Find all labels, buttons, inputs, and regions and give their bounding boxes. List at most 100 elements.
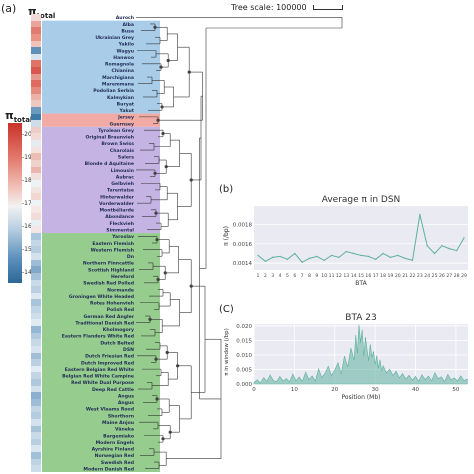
heatmap-cell: [31, 445, 41, 453]
taxon-label: Alba: [122, 22, 134, 28]
bootstrap-node-dot: [189, 284, 193, 288]
chart-b-point: [294, 252, 296, 255]
heatmap-cell: [31, 153, 41, 161]
taxon-label: Yaroslav: [111, 234, 134, 240]
heatmap-cell: [31, 186, 41, 194]
heatmap-cell: [31, 146, 41, 154]
heatmap-cell: [31, 398, 41, 406]
taxon-label: Modern Engels: [96, 440, 135, 446]
panel-a-label: (a): [1, 2, 17, 15]
taxon-label: Kalmykian: [107, 95, 134, 101]
chart-c-xtick-label: 10: [291, 387, 298, 393]
chart-b-point: [308, 257, 311, 260]
taxon-label: Swedish Red Polled: [83, 281, 134, 287]
taxon-label: Marchigiana: [102, 75, 134, 81]
taxon-label: Guernsey: [109, 121, 134, 127]
heatmap-column: [31, 13, 41, 473]
bootstrap-node-dot: [189, 178, 193, 182]
chart-b-xtick-label: 7: [301, 273, 304, 279]
legend-title-sub: total: [13, 116, 33, 125]
bootstrap-node-dot: [187, 70, 191, 74]
chart-b-xtick-label: 9: [315, 273, 318, 279]
heatmap-cell: [31, 332, 41, 340]
chart-b-xtick-label: 12: [336, 273, 342, 279]
legend-tick-label: -19: [22, 154, 32, 161]
taxon-label: Auroch: [116, 15, 134, 21]
taxon-label: Norwegian Red: [95, 453, 134, 459]
chart-b-xtick-label: 11: [329, 273, 335, 279]
tree-scale: Tree scale: 100000: [231, 3, 344, 12]
heatmap-cell: [31, 199, 41, 207]
heatmap-cell: [31, 418, 41, 426]
heatmap-cell: [31, 80, 41, 88]
heatmap-cell: [31, 106, 41, 114]
heatmap-cell: [31, 133, 41, 141]
taxon-label: Jersey: [117, 115, 134, 121]
heatmap-cell: [31, 359, 41, 367]
taxon-label: Kholmogory: [103, 327, 134, 333]
legend-colorbar: [8, 123, 22, 283]
chart-b-panel-label: (b): [219, 184, 233, 195]
taxon-label: Ukrainian Grey: [95, 35, 134, 41]
heatmap-cell: [31, 213, 41, 221]
tree-scale-label: Tree scale: 100000: [231, 3, 307, 12]
taxon-label: German Red Angler: [83, 314, 134, 320]
taxon-label: Romagnola: [105, 62, 134, 68]
heatmap-cell: [31, 14, 41, 21]
chart-b-point: [257, 254, 259, 257]
chart-b-xtick-label: 10: [321, 273, 327, 279]
taxon-label: Eastern Belgian Red White: [65, 367, 134, 373]
heatmap-cell: [31, 53, 41, 61]
heatmap-cell: [31, 438, 41, 446]
taxon-label: DSN: [123, 347, 134, 353]
chart-b-point: [441, 245, 443, 247]
heatmap-cell: [31, 458, 41, 466]
heatmap-cell: [31, 339, 41, 347]
chart-c-xtick-label: 50: [452, 387, 459, 393]
chart-b-xtick-label: 8: [308, 273, 311, 279]
heatmap-cell: [31, 126, 41, 134]
heatmap-cell: [31, 352, 41, 360]
taxon-label: Normande: [107, 287, 134, 293]
chart-c-ytick-label: 0.015: [236, 338, 252, 344]
chart-b-point: [426, 245, 428, 247]
chart-b-xtick-label: 15: [358, 273, 364, 279]
taxon-label: Gelbvieh: [111, 181, 134, 187]
heatmap-cell: [31, 67, 41, 75]
chart-b-point: [448, 247, 450, 250]
taxon-label: Maine Anjou: [102, 420, 134, 426]
chart-b-point: [330, 254, 333, 257]
chart-c-ytick-label: 0.000: [236, 382, 252, 388]
taxon-label: Northern Finncattle: [83, 261, 134, 267]
chart-b-xtick-label: 21: [402, 273, 408, 279]
chart-c-xtick-label: 30: [372, 387, 379, 393]
heatmap-cell: [31, 219, 41, 227]
heatmap-cell: [31, 27, 41, 35]
heatmap-cell: [31, 100, 41, 108]
heatmap-cell: [31, 379, 41, 386]
chart-b-point: [382, 252, 384, 255]
chart-b-ytick-label: 0.0016: [233, 242, 253, 248]
taxon-label: Angus: [118, 393, 134, 399]
taxon-label: Deep Red Cattle: [92, 387, 134, 393]
heatmap-cell: [31, 325, 41, 333]
taxon-label: Dutch Belted: [100, 340, 134, 346]
taxon-label: Maremmana: [102, 81, 134, 87]
heatmap-cell: [31, 233, 41, 240]
taxon-label: Tyrolean Grey: [98, 128, 134, 134]
chart-b-point: [264, 260, 267, 262]
taxon-label: Podolian Serbia: [93, 88, 134, 94]
chart-c-xtick-label: 40: [412, 387, 419, 393]
taxon-label: Vâneka: [115, 426, 134, 433]
chart-b-point: [352, 252, 355, 255]
taxon-label: Red White Dual Purpose: [71, 380, 134, 386]
heatmap-cell: [31, 93, 41, 101]
taxon-label: Hanwoo: [113, 55, 134, 61]
chart-b-point: [433, 252, 436, 255]
heatmap-cell: [31, 465, 41, 473]
chart-b-point: [389, 256, 392, 259]
chart-c-series-area: [253, 324, 468, 385]
chart-b-point: [411, 259, 414, 261]
heatmap-cell: [31, 87, 41, 94]
heatmap-cell: [31, 306, 41, 313]
